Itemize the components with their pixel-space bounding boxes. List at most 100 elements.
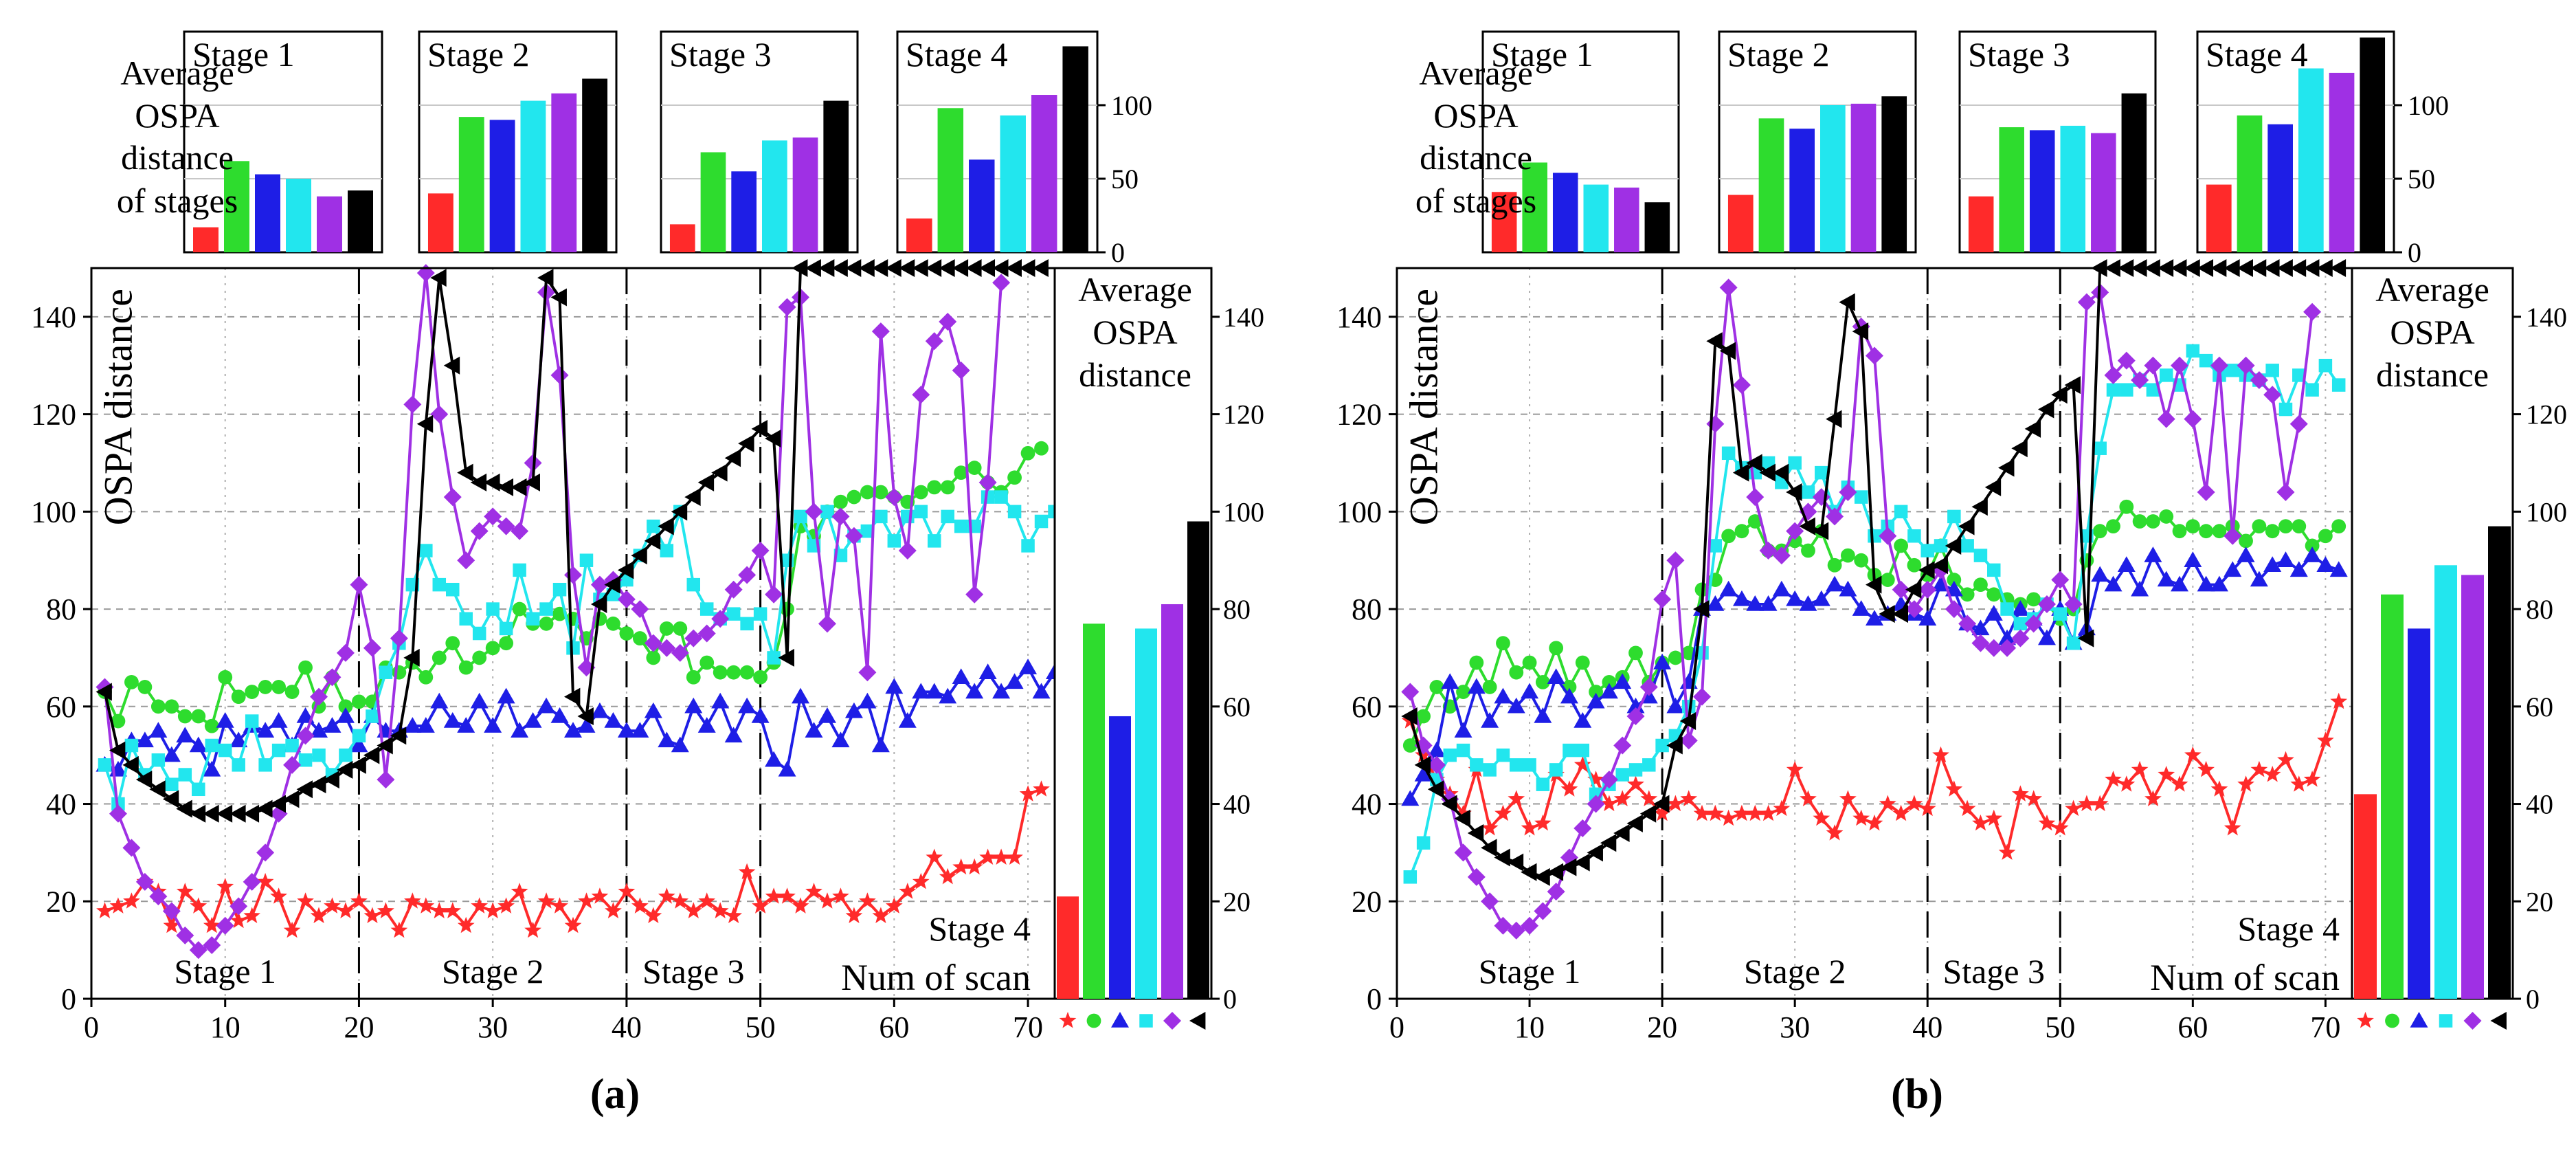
marker-star: [1905, 795, 1923, 812]
marker-triangle-left: [403, 648, 420, 667]
marker-star: [1985, 809, 2003, 826]
stage-panel-title: Stage 4: [906, 35, 1008, 74]
marker-circle: [686, 670, 701, 685]
inset-y-tick-label: 0: [2526, 984, 2540, 1015]
stage-y-tick-label: 50: [2408, 164, 2435, 195]
marker-star: [886, 897, 903, 914]
marker-triangle-left: [2064, 376, 2081, 395]
marker-square: [1947, 509, 1961, 524]
marker-star: [912, 872, 930, 889]
marker-diamond: [2117, 351, 2136, 370]
marker-star: [725, 907, 742, 923]
marker-star: [1839, 790, 1857, 806]
stage-title-line: of stages: [117, 181, 238, 220]
marker-triangle-left: [109, 741, 126, 760]
marker-star: [1494, 804, 1512, 821]
stage-bar: [286, 179, 311, 252]
marker-star: [390, 921, 408, 938]
marker-square: [1523, 758, 1536, 772]
x-tick-label: 40: [1912, 1010, 1942, 1044]
stage-panel-title: Stage 1: [1491, 35, 1593, 74]
marker-triangle-up: [1573, 712, 1592, 728]
marker-triangle-up: [1866, 610, 1883, 626]
marker-triangle-up: [1600, 683, 1618, 699]
plot-frame: [1396, 267, 2353, 1000]
marker-star: [645, 907, 662, 923]
marker-star: [511, 883, 528, 899]
marker-star: [1852, 809, 1870, 826]
marker-circle: [1086, 1013, 1101, 1028]
marker-star: [1059, 1012, 1077, 1028]
stage-label: Stage 2: [1744, 952, 1846, 991]
marker-diamond: [1521, 916, 1539, 935]
stage-bar-panel: Stage 4: [896, 30, 1099, 254]
inset-bar: [1187, 521, 1209, 999]
stage-label: Stage 1: [1479, 952, 1581, 991]
marker-triangle-left: [176, 799, 192, 818]
marker-circle: [1840, 548, 1855, 563]
marker-diamond: [898, 542, 917, 560]
marker-triangle-up: [2263, 556, 2282, 573]
marker-circle: [432, 650, 447, 665]
marker-triangle-left: [310, 775, 326, 794]
marker-square: [526, 612, 540, 626]
marker-circle: [191, 709, 206, 724]
marker-triangle-left: [738, 434, 754, 453]
marker-triangle-up: [216, 712, 234, 728]
marker-square: [753, 607, 768, 621]
marker-triangle-up: [858, 692, 877, 709]
stage-bar: [2091, 133, 2116, 252]
stage-bars: Stage 1 Stage 2 Stage 3 Stage 4 0 50 100 Averag…: [1415, 30, 2449, 268]
marker-circle: [2385, 1013, 2399, 1028]
marker-triangle-up: [1799, 595, 1817, 611]
marker-diamond: [416, 264, 435, 283]
marker-star: [96, 902, 113, 918]
marker-triangle-up: [1019, 659, 1038, 674]
marker-circle: [111, 714, 126, 729]
marker-triangle-up: [684, 697, 703, 714]
marker-circle: [1007, 470, 1022, 485]
marker-diamond: [1971, 634, 1990, 652]
marker-square: [1854, 490, 1868, 504]
marker-star: [2237, 775, 2254, 792]
marker-circle: [284, 685, 300, 699]
marker-star: [377, 902, 394, 918]
marker-square: [1907, 529, 1921, 543]
marker-square: [2106, 383, 2120, 397]
stage-panel-title: Stage 2: [427, 35, 530, 74]
marker-circle: [2172, 524, 2187, 539]
stage-bar-panel: Stage 4: [2196, 30, 2395, 254]
marker-triangle-up: [269, 712, 288, 728]
stage-title-line: Average: [1419, 54, 1533, 92]
main-plot: 0 20 40 60 80 100 120 140 0 10 20 30 40 50 60 70 OSPA di…: [31, 259, 1064, 1044]
stage-panel-title: Stage 1: [192, 35, 295, 74]
marker-square: [1139, 1014, 1153, 1028]
marker-square: [2305, 383, 2319, 397]
stage-bar: [458, 117, 484, 252]
marker-triangle-left: [711, 463, 728, 482]
marker-triangle-up: [577, 717, 596, 733]
marker-star: [2303, 771, 2321, 787]
marker-star: [176, 883, 194, 899]
marker-star: [859, 892, 876, 909]
stage-bar-panel: Stage 2: [418, 30, 618, 254]
marker-circle: [150, 699, 166, 714]
stage-bar: [1758, 118, 1784, 252]
marker-square: [472, 626, 486, 641]
marker-diamond: [457, 551, 475, 570]
marker-triangle-left: [1998, 458, 2015, 477]
stage-bar: [762, 140, 787, 252]
inset-bar: [2488, 526, 2511, 999]
marker-triangle-left: [1639, 804, 1657, 823]
marker-star: [711, 902, 729, 918]
marker-triangle-left: [511, 478, 527, 496]
marker-triangle-up: [511, 722, 529, 738]
inset-y-tick-label: 80: [1223, 594, 1251, 625]
marker-triangle-left: [765, 430, 781, 448]
marker-diamond: [1653, 590, 1672, 608]
marker-diamond: [2157, 410, 2175, 428]
marker-square: [245, 714, 259, 728]
stage-bar: [1583, 184, 1609, 252]
marker-triangle-up: [1494, 687, 1512, 704]
marker-star: [952, 858, 970, 875]
